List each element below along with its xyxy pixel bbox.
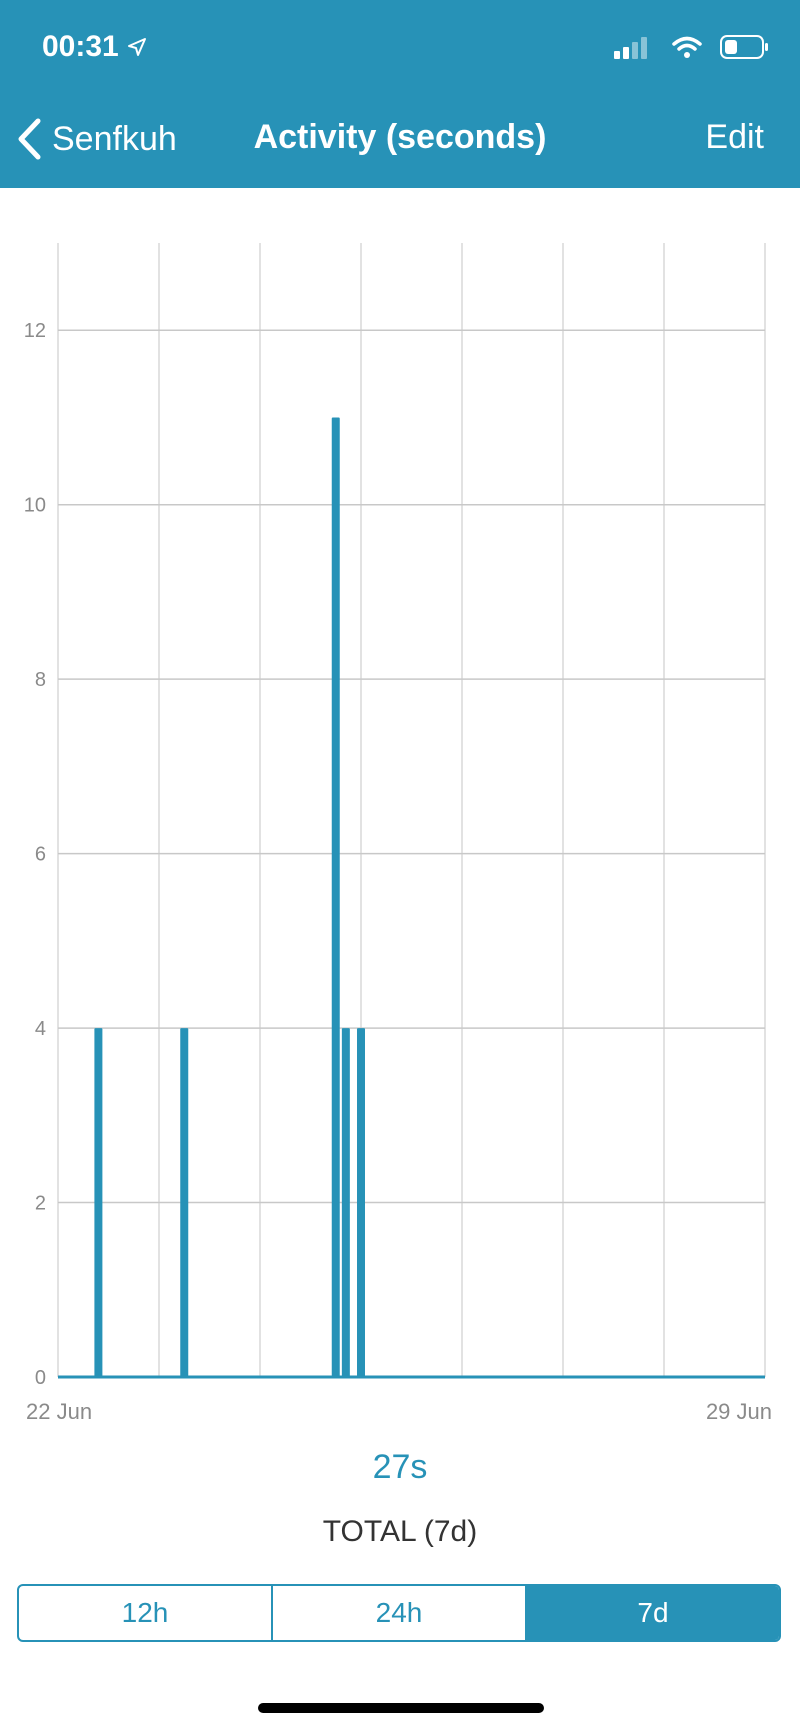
- chart-svg: 0 2 4 6 8 10 12 22 Jun 29 Jun: [24, 243, 772, 1424]
- chart-bar: [94, 1028, 103, 1377]
- x-axis-end-label: 29 Jun: [706, 1399, 772, 1424]
- back-button[interactable]: Senfkuh: [16, 118, 177, 160]
- wifi-icon: [672, 36, 702, 58]
- total-label: TOTAL (7d): [322, 1515, 478, 1548]
- header: 00:31 Senfkuh Activity (seconds) Edit: [0, 0, 800, 188]
- chevron-left-icon: [18, 118, 41, 160]
- y-axis-tick-label: 6: [35, 844, 46, 866]
- back-label: Senfkuh: [52, 119, 177, 158]
- y-axis-tick-label: 0: [35, 1367, 46, 1389]
- y-axis-tick-label: 4: [35, 1018, 46, 1040]
- range-option-7d[interactable]: 7d: [527, 1586, 779, 1640]
- range-option-12h[interactable]: 12h: [19, 1586, 273, 1640]
- battery-icon: [720, 35, 768, 59]
- status-time-text: 00:31: [42, 30, 119, 63]
- chart-bar: [331, 417, 340, 1377]
- chart-bar: [357, 1028, 365, 1377]
- location-arrow-icon: [127, 38, 146, 56]
- home-indicator: [258, 1703, 544, 1713]
- y-axis-tick-label: 2: [35, 1193, 46, 1215]
- x-axis-start-label: 22 Jun: [26, 1399, 92, 1424]
- edit-button[interactable]: Edit: [705, 118, 764, 156]
- chart-bar: [180, 1028, 189, 1377]
- activity-chart: 0 2 4 6 8 10 12 22 Jun 29 Jun: [0, 188, 800, 1428]
- status-icons: [614, 34, 770, 60]
- cellular-signal-icon: [614, 37, 647, 59]
- range-option-24h[interactable]: 24h: [273, 1586, 527, 1640]
- status-time: 00:31: [42, 30, 147, 64]
- y-axis-tick-label: 12: [24, 320, 46, 342]
- chart-bar: [341, 1028, 350, 1377]
- y-axis-tick-label: 10: [24, 495, 46, 517]
- y-axis-tick-label: 8: [35, 669, 46, 691]
- range-selector: 12h 24h 7d: [17, 1584, 781, 1642]
- total-value: 27s: [372, 1448, 428, 1486]
